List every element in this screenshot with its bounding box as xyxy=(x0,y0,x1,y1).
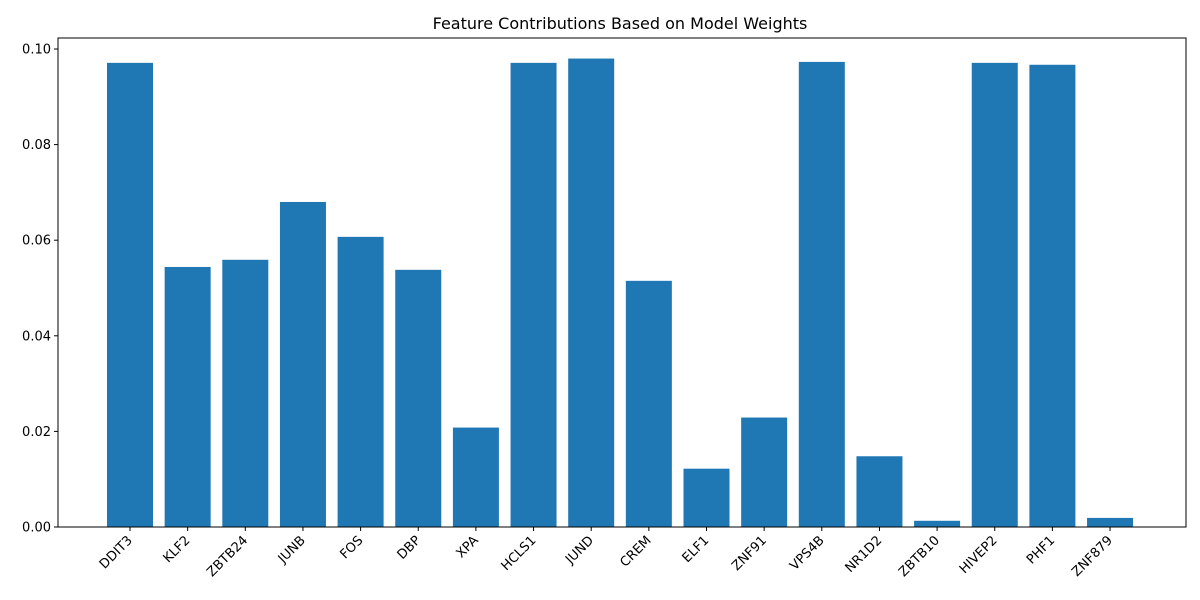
y-tick-label: 0.08 xyxy=(22,138,51,153)
bar-jund xyxy=(568,58,615,528)
x-tick-label: ZNF879 xyxy=(1069,533,1116,580)
bar-ddit3 xyxy=(107,62,153,528)
bar-hivep2 xyxy=(971,62,1018,528)
bar-zbtb24 xyxy=(222,259,269,527)
x-tick-label: ZBTB24 xyxy=(204,533,251,580)
x-axis: DDIT3 KLF2 ZBTB24 JUNB FOS DBP XPA HCLS1 JUND CRE… xyxy=(97,527,1116,580)
x-tick-label: DDIT3 xyxy=(97,533,136,572)
bar-phf1 xyxy=(1029,64,1076,528)
bar-vps4b xyxy=(798,61,845,528)
bar-xpa xyxy=(452,427,499,527)
x-tick-label: HCLS1 xyxy=(499,533,540,574)
bar-znf879 xyxy=(1087,517,1134,527)
y-tick-label: 0.00 xyxy=(22,521,51,536)
bar-hcls1 xyxy=(510,62,557,528)
x-tick-label: FOS xyxy=(337,533,366,562)
bar-znf91 xyxy=(741,417,788,527)
bars-layer xyxy=(107,58,1134,528)
y-tick-label: 0.06 xyxy=(22,234,51,249)
bar-zbtb10 xyxy=(914,520,961,527)
x-tick-label: KLF2 xyxy=(161,533,194,566)
bar-crem xyxy=(625,280,672,527)
y-tick-label: 0.10 xyxy=(22,42,51,57)
bar-nr1d2 xyxy=(856,456,903,527)
x-tick-label: HIVEP2 xyxy=(957,533,1001,577)
bar-klf2 xyxy=(164,266,211,527)
x-tick-label: JUND xyxy=(562,533,597,568)
y-axis: 0.00 0.02 0.04 0.06 0.08 0.10 xyxy=(22,42,58,536)
y-tick-label: 0.04 xyxy=(22,329,51,344)
chart-title: Feature Contributions Based on Model Wei… xyxy=(433,14,808,33)
x-tick-label: DBP xyxy=(395,533,425,563)
x-tick-label: CREM xyxy=(618,533,655,570)
x-tick-label: PHF1 xyxy=(1024,533,1058,567)
x-tick-label: XPA xyxy=(454,533,482,561)
x-tick-label: ELF1 xyxy=(680,533,713,566)
plot-frame xyxy=(57,37,1187,528)
y-tick-label: 0.02 xyxy=(22,425,51,440)
x-tick-label: VPS4B xyxy=(787,533,827,573)
x-tick-label: NR1D2 xyxy=(843,533,886,576)
bar-elf1 xyxy=(683,468,730,527)
bar-junb xyxy=(279,201,326,527)
bar-fos xyxy=(337,236,384,527)
x-tick-label: JUNB xyxy=(275,533,309,567)
x-tick-label: ZBTB10 xyxy=(896,533,943,580)
bar-dbp xyxy=(395,269,442,527)
x-tick-label: ZNF91 xyxy=(729,533,770,574)
